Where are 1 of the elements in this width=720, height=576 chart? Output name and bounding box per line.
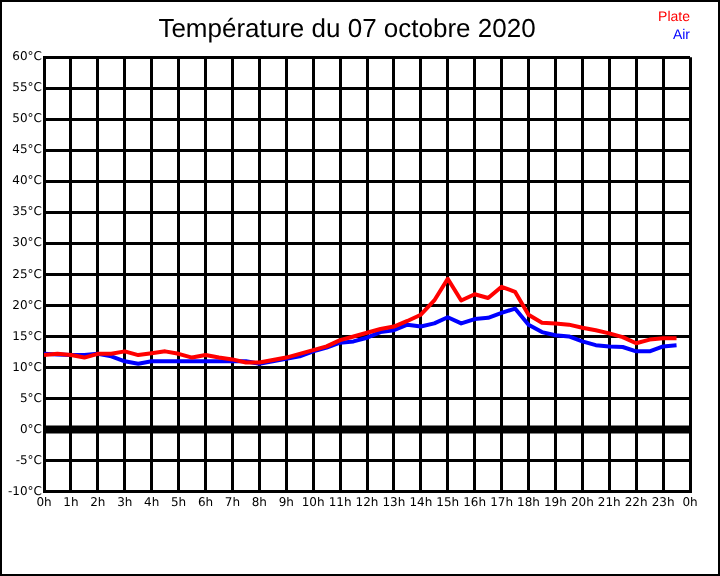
- chart-title: Température du 07 octobre 2020: [158, 12, 536, 43]
